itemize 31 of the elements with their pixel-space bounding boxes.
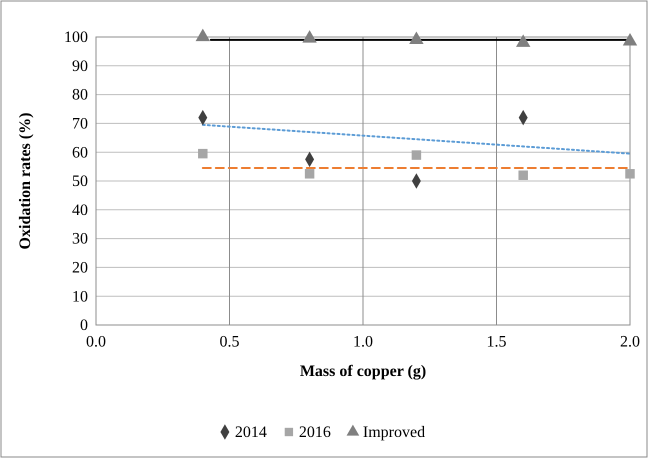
x-axis-title: Mass of copper (g): [300, 363, 426, 380]
y-tick-label: 20: [72, 260, 88, 277]
legend-label: Improved: [362, 424, 426, 441]
x-tick-label: 0.0: [86, 333, 106, 350]
y-tick-label: 30: [72, 230, 88, 248]
x-tick-label: 0.5: [220, 333, 240, 350]
y-tick-label: 70: [72, 116, 88, 133]
y-tick-label: 80: [72, 86, 88, 104]
point: [518, 170, 528, 180]
x-tick-label: 1.5: [486, 333, 506, 350]
point: [412, 150, 422, 160]
y-tick-label: 40: [72, 202, 88, 219]
y-tick-label: 100: [64, 29, 88, 46]
point: [304, 169, 314, 179]
point: [302, 30, 317, 43]
point: [409, 32, 424, 44]
x-tick-label: 2.0: [620, 333, 640, 350]
point: [625, 169, 635, 179]
y-tick-label: 90: [72, 58, 88, 75]
y-tick-label: 10: [72, 288, 88, 306]
legend-label: 2016: [298, 424, 331, 441]
point: [622, 32, 638, 46]
point: [198, 148, 208, 158]
x-tick-label: 1.0: [353, 333, 373, 350]
legend-label: 2014: [234, 424, 267, 441]
y-axis-title: Oxidation rates (%): [17, 112, 34, 250]
y-tick-label: 50: [72, 173, 88, 190]
y-tick-label: 60: [72, 144, 88, 162]
point: [196, 28, 210, 42]
y-tick-label: 0: [80, 317, 88, 334]
point: [516, 34, 530, 47]
